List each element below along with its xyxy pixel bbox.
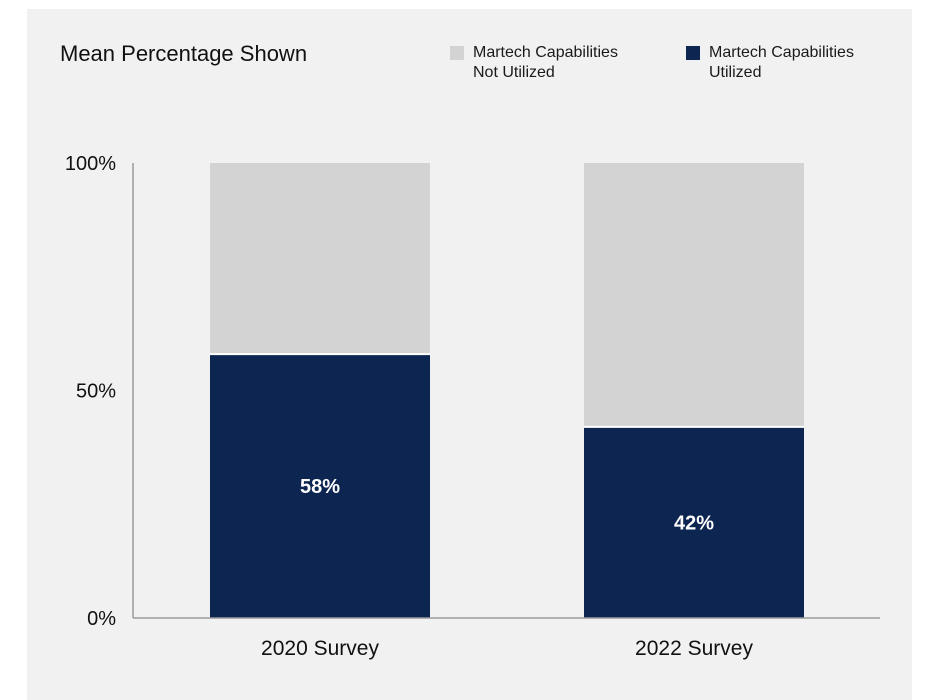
category-label-1: 2022 Survey	[635, 637, 753, 660]
bar-not-utilized-0	[210, 163, 430, 355]
legend-swatch-utilized	[686, 46, 700, 60]
legend-label-not-utilized-line1: Martech Capabilities	[473, 44, 618, 61]
y-tick-label-2: 100%	[65, 153, 116, 175]
data-label-utilized-0: 58%	[300, 476, 340, 498]
legend-item-utilized: Martech Capabilities Utilized	[686, 43, 889, 83]
legend-item-not-utilized: Martech Capabilities Not Utilized	[450, 43, 653, 83]
legend-label-utilized-line2: Utilized	[709, 64, 762, 81]
data-label-utilized-1: 42%	[674, 512, 714, 534]
chart-title: Mean Percentage Shown	[60, 41, 308, 66]
category-label-0: 2020 Survey	[261, 637, 379, 660]
y-tick-label-1: 50%	[76, 381, 116, 403]
legend-label-utilized-line1: Martech Capabilities	[709, 44, 854, 61]
legend-label-not-utilized-line2: Not Utilized	[473, 64, 555, 81]
legend-swatch-not-utilized	[450, 46, 464, 60]
y-tick-label-0: 0%	[87, 608, 116, 630]
legend-label-not-utilized: Martech Capabilities Not Utilized	[473, 43, 653, 83]
legend-label-utilized: Martech Capabilities Utilized	[709, 43, 889, 83]
bar-utilized-1	[584, 426, 804, 618]
bar-not-utilized-1	[584, 163, 804, 427]
bar-utilized-0	[210, 354, 430, 618]
